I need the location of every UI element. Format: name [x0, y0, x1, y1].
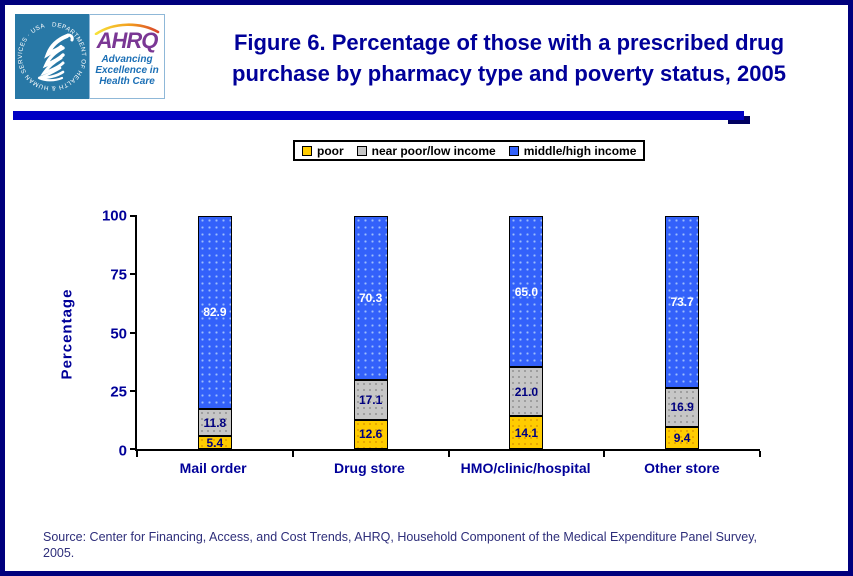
y-tick: [130, 448, 137, 450]
ahrq-arc-icon: [94, 23, 160, 35]
y-axis-title: Percentage: [58, 288, 76, 380]
bar-segment-middle-high-income: 82.9: [197, 215, 232, 409]
ahrq-tagline-line3: Health Care: [99, 76, 155, 87]
ahrq-tagline-line2: Excellence in: [95, 65, 159, 76]
bar-segment-near-poor-low-income: 11.8: [197, 408, 232, 437]
x-category-label: Mail order: [179, 460, 247, 476]
bar-value-label: 14.1: [514, 425, 539, 440]
bar-value-label: 17.1: [358, 392, 383, 407]
legend-label-near-poor: near poor/low income: [371, 143, 496, 158]
x-category-label: HMO/clinic/hospital: [460, 460, 591, 476]
source-line2: 2005.: [43, 546, 75, 560]
ahrq-acronym: AHRQ: [96, 28, 159, 53]
y-tick: [130, 389, 137, 392]
y-tick-label: 100: [101, 207, 127, 225]
x-tick: [291, 451, 294, 457]
ahrq-tagline-line1: Advancing: [101, 54, 153, 65]
bar-segment-poor: 9.4: [665, 427, 700, 449]
figure-title: Figure 6. Percentage of those with a pre…: [173, 27, 845, 89]
x-tick: [136, 451, 138, 457]
hhs-logo: DEPARTMENT OF HEALTH & HUMAN SERVICES · …: [15, 14, 89, 99]
bar-segment-poor: 12.6: [353, 419, 388, 449]
legend-swatch-middle-high: [508, 145, 519, 156]
bar-value-label: 16.9: [670, 400, 694, 415]
y-tick-label: 50: [110, 325, 127, 342]
bar-segment-near-poor-low-income: 21.0: [509, 367, 544, 417]
bar-value-label: 11.8: [203, 415, 227, 430]
bar-value-label: 12.6: [358, 427, 383, 442]
legend-swatch-near-poor: [356, 145, 367, 156]
figure-title-line1: Figure 6. Percentage of those with a pre…: [233, 30, 785, 55]
bar-segment-near-poor-low-income: 16.9: [665, 387, 700, 428]
bar-segment-near-poor-low-income: 17.1: [353, 379, 388, 420]
bar-value-label: 65.0: [514, 284, 539, 299]
divider-shadow: [728, 116, 750, 124]
bar-value-label: 82.9: [203, 305, 227, 320]
bar-value-label: 9.4: [673, 431, 691, 446]
hhs-eagle-icon: DEPARTMENT OF HEALTH & HUMAN SERVICES · …: [17, 21, 87, 91]
chart-legend: poor near poor/low income middle/high in…: [293, 140, 646, 161]
ahrq-tagline: Advancing Excellence in Health Care: [95, 54, 158, 87]
x-tick: [759, 451, 761, 457]
y-tick: [130, 215, 137, 217]
source-line1: Source: Center for Financing, Access, an…: [43, 530, 758, 544]
legend-label-poor: poor: [317, 143, 344, 158]
ahrq-logo: AHRQ Advancing Excellence in Health Care: [89, 14, 165, 99]
figure-title-line2: purchase by pharmacy type and poverty st…: [232, 61, 786, 86]
x-category-label: Drug store: [333, 460, 405, 476]
y-tick-label: 0: [118, 442, 127, 460]
legend-item-poor: poor: [302, 144, 344, 158]
x-tick: [603, 451, 606, 457]
bar-value-label: 21.0: [514, 384, 539, 399]
bar-segment-middle-high-income: 73.7: [665, 216, 700, 388]
bar-segment-middle-high-income: 65.0: [509, 215, 544, 368]
plot-area: 5.4 11.8 82.9 12.6 17.1 70.3 14.1 21.0 65.0 9.4 16…: [130, 215, 761, 457]
legend-label-middle-high: middle/high income: [523, 143, 637, 158]
bar-segment-poor: 14.1: [509, 416, 544, 449]
x-tick: [447, 451, 450, 457]
y-tick: [130, 273, 137, 276]
bar-segment-poor: 5.4: [197, 435, 232, 450]
divider-rule: [13, 111, 744, 120]
y-axis-tick-labels: 0 25 50 75 100: [89, 208, 127, 460]
x-category-label: Other store: [644, 460, 720, 476]
y-tick-label: 75: [110, 266, 127, 284]
legend-item-middle-high: middle/high income: [508, 143, 637, 158]
y-tick: [130, 331, 137, 334]
y-tick-label: 25: [110, 383, 127, 401]
legend-swatch-poor: [302, 145, 312, 156]
legend-item-near-poor: near poor/low income: [356, 143, 496, 158]
header-logo-block: DEPARTMENT OF HEALTH & HUMAN SERVICES · …: [15, 14, 165, 99]
bar-value-label: 73.7: [670, 294, 694, 309]
bar-value-label: 5.4: [206, 435, 224, 450]
bar-value-label: 70.3: [358, 290, 383, 305]
bar-segment-middle-high-income: 70.3: [353, 216, 388, 380]
source-note: Source: Center for Financing, Access, an…: [43, 529, 835, 561]
